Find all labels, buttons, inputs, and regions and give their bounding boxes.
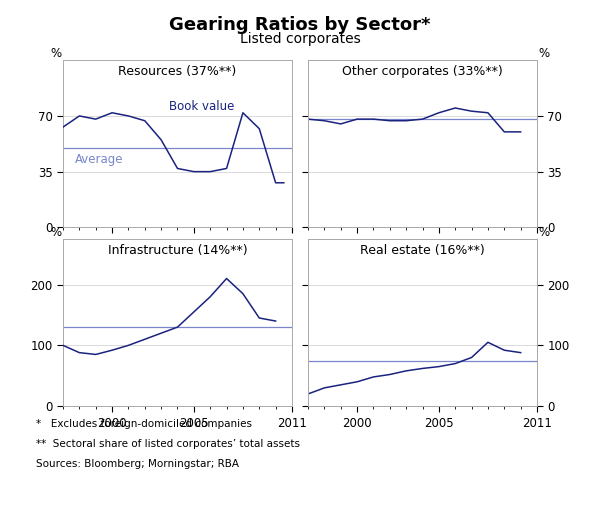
Text: %: % (51, 47, 62, 60)
Text: Other corporates (33%**): Other corporates (33%**) (342, 66, 503, 78)
Text: Infrastructure (14%**): Infrastructure (14%**) (107, 244, 247, 257)
Text: Real estate (16%**): Real estate (16%**) (360, 244, 485, 257)
Text: *   Excludes foreign-domiciled companies: * Excludes foreign-domiciled companies (36, 419, 252, 429)
Text: Gearing Ratios by Sector*: Gearing Ratios by Sector* (169, 16, 431, 34)
Text: Average: Average (74, 152, 123, 166)
Text: **  Sectoral share of listed corporates’ total assets: ** Sectoral share of listed corporates’ … (36, 439, 300, 449)
Text: %: % (51, 226, 62, 239)
Text: Sources: Bloomberg; Morningstar; RBA: Sources: Bloomberg; Morningstar; RBA (36, 459, 239, 469)
Text: Book value: Book value (169, 100, 235, 113)
Text: %: % (538, 226, 549, 239)
Text: Resources (37%**): Resources (37%**) (118, 66, 236, 78)
Text: %: % (538, 47, 549, 60)
Text: Listed corporates: Listed corporates (239, 32, 361, 47)
